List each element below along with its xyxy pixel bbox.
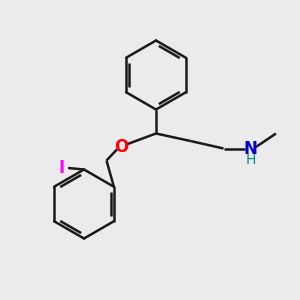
Text: I: I xyxy=(58,159,64,177)
Text: N: N xyxy=(244,140,257,158)
Text: H: H xyxy=(245,153,256,167)
Text: O: O xyxy=(114,138,129,156)
